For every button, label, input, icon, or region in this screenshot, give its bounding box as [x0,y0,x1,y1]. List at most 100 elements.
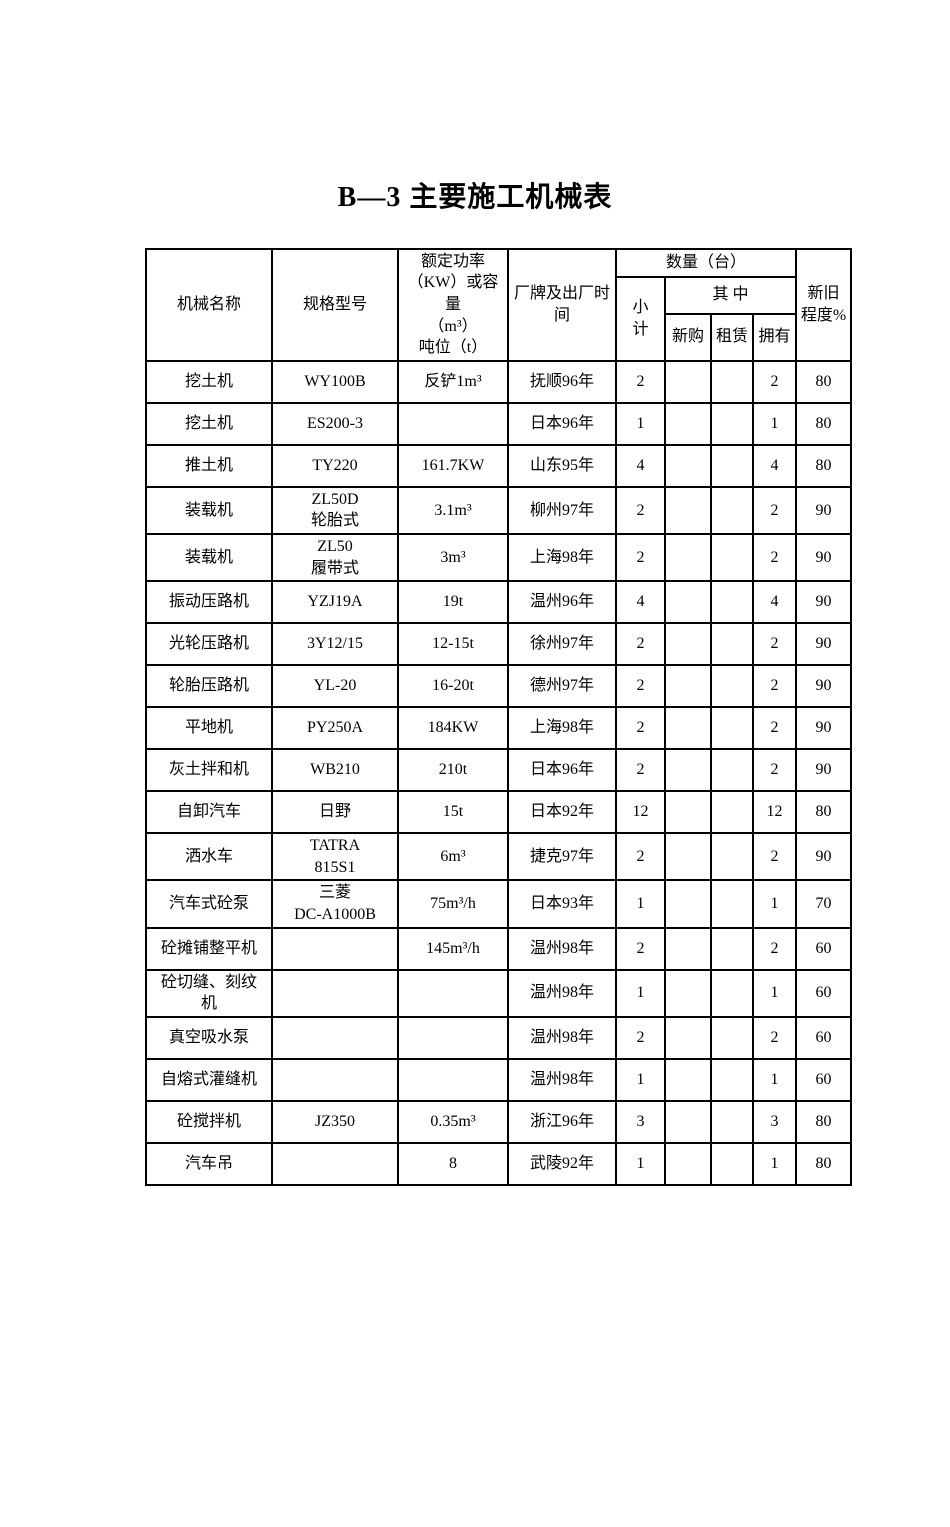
cell-rated-power: 15t [397,790,509,835]
cell-condition: 90 [795,485,852,535]
cell-new-purchase [664,622,712,667]
cell-condition: 60 [795,926,852,971]
cell-condition: 80 [795,790,852,835]
cell-condition: 80 [795,359,852,404]
cell-subtotal: 2 [615,664,666,709]
cell-rated-power: 反铲1m³ [397,359,509,404]
header-rated-power: 额定功率 （KW）或容量 （m³） 吨位（t） [397,247,509,362]
cell-spec-model: 三菱 DC-A1000B [271,879,399,929]
table-row: 洒水车 TATRA 815S1 6m³ 捷克97年 2 2 90 [145,832,852,882]
cell-lease [710,443,754,488]
cell-new-purchase [664,532,712,583]
cell-subtotal: 1 [615,1141,666,1186]
header-brand-and-time: 厂牌及出厂时 间 [507,247,617,362]
table-row: 光轮压路机 3Y12/15 12-15t 徐州97年 2 2 90 [145,622,852,667]
cell-spec-model: WB210 [271,748,399,793]
cell-owned: 2 [752,532,797,583]
cell-condition: 80 [795,401,852,446]
cell-owned: 2 [752,485,797,535]
header-of-which: 其 中 [664,275,797,315]
cell-spec-model: TATRA 815S1 [271,832,399,882]
table-row: 装载机 ZL50 履带式 3m³ 上海98年 2 2 90 [145,532,852,583]
cell-subtotal: 2 [615,622,666,667]
cell-condition: 60 [795,968,852,1018]
cell-rated-power: 75m³/h [397,879,509,929]
cell-brand-and-time: 温州96年 [507,580,617,625]
cell-machine-name: 砼切缝、刻纹 机 [145,968,273,1018]
cell-condition: 90 [795,748,852,793]
cell-machine-name: 灰土拌和机 [145,748,273,793]
table-row: 自卸汽车 日野 15t 日本92年 12 12 80 [145,790,852,835]
cell-new-purchase [664,790,712,835]
cell-owned: 2 [752,748,797,793]
cell-subtotal: 2 [615,748,666,793]
cell-machine-name: 自熔式灌缝机 [145,1057,273,1102]
header-spec-model: 规格型号 [271,247,399,362]
cell-new-purchase [664,968,712,1018]
cell-spec-model: 日野 [271,790,399,835]
cell-rated-power [397,1057,509,1102]
cell-rated-power: 3.1m³ [397,485,509,535]
cell-new-purchase [664,443,712,488]
cell-machine-name: 挖土机 [145,359,273,404]
cell-new-purchase [664,401,712,446]
cell-new-purchase [664,832,712,882]
header-quantity-group: 数量（台） [615,247,797,278]
cell-condition: 90 [795,664,852,709]
cell-rated-power: 161.7KW [397,443,509,488]
cell-subtotal: 4 [615,580,666,625]
cell-subtotal: 2 [615,926,666,971]
cell-rated-power [397,1015,509,1060]
cell-subtotal: 3 [615,1099,666,1144]
cell-spec-model: ZL50D 轮胎式 [271,485,399,535]
cell-condition: 80 [795,1099,852,1144]
cell-lease [710,748,754,793]
cell-brand-and-time: 武陵92年 [507,1141,617,1186]
cell-lease [710,879,754,929]
cell-owned: 2 [752,832,797,882]
cell-rated-power [397,401,509,446]
cell-subtotal: 2 [615,706,666,751]
cell-lease [710,532,754,583]
cell-subtotal: 2 [615,485,666,535]
table-row: 汽车吊 8 武陵92年 1 1 80 [145,1141,852,1186]
table-row: 平地机 PY250A 184KW 上海98年 2 2 90 [145,706,852,751]
cell-brand-and-time: 上海98年 [507,532,617,583]
cell-lease [710,580,754,625]
header-new-purchase: 新购 [664,312,712,362]
cell-lease [710,1015,754,1060]
cell-new-purchase [664,580,712,625]
cell-subtotal: 2 [615,359,666,404]
cell-rated-power: 0.35m³ [397,1099,509,1144]
cell-brand-and-time: 抚顺96年 [507,359,617,404]
cell-subtotal: 1 [615,1057,666,1102]
cell-condition: 60 [795,1015,852,1060]
cell-rated-power: 12-15t [397,622,509,667]
cell-rated-power: 6m³ [397,832,509,882]
cell-owned: 2 [752,622,797,667]
cell-owned: 2 [752,359,797,404]
cell-machine-name: 砼搅拌机 [145,1099,273,1144]
cell-new-purchase [664,879,712,929]
cell-rated-power: 16-20t [397,664,509,709]
cell-rated-power: 184KW [397,706,509,751]
cell-brand-and-time: 日本96年 [507,748,617,793]
cell-brand-and-time: 德州97年 [507,664,617,709]
cell-condition: 90 [795,532,852,583]
cell-lease [710,359,754,404]
cell-brand-and-time: 温州98年 [507,1015,617,1060]
cell-rated-power [397,968,509,1018]
cell-lease [710,664,754,709]
cell-owned: 12 [752,790,797,835]
cell-owned: 1 [752,1141,797,1186]
cell-lease [710,926,754,971]
table-row: 轮胎压路机 YL-20 16-20t 德州97年 2 2 90 [145,664,852,709]
cell-spec-model [271,1141,399,1186]
cell-brand-and-time: 日本92年 [507,790,617,835]
cell-machine-name: 砼摊铺整平机 [145,926,273,971]
cell-brand-and-time: 日本93年 [507,879,617,929]
cell-owned: 1 [752,968,797,1018]
table-row: 挖土机 WY100B 反铲1m³ 抚顺96年 2 2 80 [145,359,852,404]
cell-machine-name: 振动压路机 [145,580,273,625]
table-row: 砼摊铺整平机 145m³/h 温州98年 2 2 60 [145,926,852,971]
